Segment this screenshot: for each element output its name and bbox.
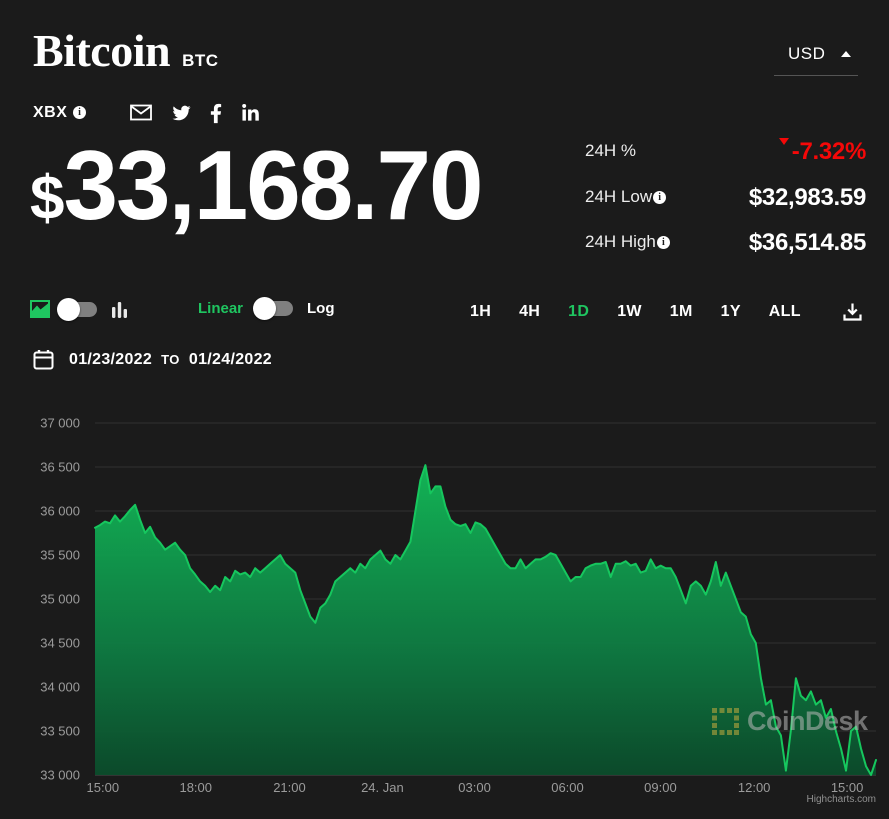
svg-text:12:00: 12:00	[738, 780, 771, 795]
index-label: XBX	[33, 104, 68, 121]
svg-text:15:00: 15:00	[87, 780, 120, 795]
svg-text:18:00: 18:00	[179, 780, 212, 795]
currency-value: USD	[788, 44, 826, 63]
svg-text:33 500: 33 500	[40, 724, 80, 739]
toggle-knob	[57, 297, 80, 321]
date-range-picker[interactable]: 01/23/2022 TO 01/24/2022	[33, 349, 272, 370]
range-button-1y[interactable]: 1Y	[720, 303, 741, 320]
time-range-group: 1H 4H 1D 1W 1M 1Y ALL	[470, 303, 801, 321]
range-button-4h[interactable]: 4H	[519, 303, 541, 320]
range-button-1h[interactable]: 1H	[470, 303, 492, 320]
scale-toggle[interactable]	[253, 297, 294, 320]
download-button[interactable]	[843, 302, 862, 326]
linkedin-share-button[interactable]	[241, 104, 260, 128]
high-value: $36,514.85	[748, 229, 866, 256]
svg-text:24. Jan: 24. Jan	[361, 780, 404, 795]
highcharts-credit[interactable]: Highcharts.com	[806, 794, 876, 805]
twitter-share-button[interactable]	[171, 104, 192, 127]
price-amount: 33,168.70	[63, 130, 483, 240]
stat-row-low: 24H Low i $32,983.59	[585, 184, 867, 211]
info-icon[interactable]: i	[653, 191, 667, 204]
page-header: Bitcoin BTC	[33, 24, 219, 77]
watermark-text: CoinDesk	[747, 706, 868, 736]
svg-text:03:00: 03:00	[458, 780, 491, 795]
range-button-all[interactable]: ALL	[768, 303, 801, 320]
date-to[interactable]: 01/24/2022	[188, 350, 272, 368]
currency-sign: $	[30, 164, 64, 233]
email-share-button[interactable]	[130, 104, 152, 126]
svg-text:35 000: 35 000	[40, 592, 80, 607]
page-title: Bitcoin	[33, 25, 171, 76]
area-chart[interactable]: 37 000 36 500 36 000 35 500 35 000 34 500 34 0…	[0, 400, 889, 819]
twitter-icon	[172, 105, 191, 121]
svg-text:15:00: 15:00	[831, 780, 864, 795]
asset-symbol: BTC	[182, 51, 219, 70]
stat-label: 24H High i	[585, 232, 670, 252]
info-icon[interactable]: i	[656, 236, 670, 249]
price-chart[interactable]: 37 000 36 500 36 000 35 500 35 000 34 500 34 0…	[0, 400, 889, 819]
facebook-share-button[interactable]	[210, 103, 222, 129]
calendar-icon	[33, 349, 54, 370]
linkedin-icon	[242, 104, 259, 121]
svg-text:35 500: 35 500	[40, 548, 80, 563]
coindesk-logo-icon	[712, 708, 739, 735]
download-icon	[843, 303, 862, 321]
range-button-1w[interactable]: 1W	[617, 303, 642, 320]
currency-select[interactable]: USD	[774, 44, 858, 76]
svg-text:33 000: 33 000	[40, 768, 80, 783]
stat-row-high: 24H High i $36,514.85	[585, 229, 867, 256]
low-value: $32,983.59	[748, 184, 866, 211]
svg-text:36 500: 36 500	[40, 460, 80, 475]
chart-type-controls	[30, 297, 128, 321]
scale-controls: Linear Log	[198, 297, 335, 320]
stat-label: 24H %	[585, 141, 637, 160]
envelope-icon	[130, 104, 152, 121]
svg-text:21:00: 21:00	[273, 780, 306, 795]
date-join-label: TO	[161, 352, 180, 367]
caret-up-icon	[841, 51, 852, 57]
coindesk-watermark: CoinDesk	[712, 706, 868, 737]
svg-text:09:00: 09:00	[644, 780, 677, 795]
toggle-knob	[253, 297, 277, 320]
facebook-icon	[210, 103, 222, 124]
svg-text:36 000: 36 000	[40, 504, 80, 519]
triangle-down-icon	[778, 138, 789, 145]
range-button-1m[interactable]: 1M	[669, 303, 693, 320]
area-chart-icon[interactable]	[30, 300, 50, 318]
svg-text:34 500: 34 500	[40, 636, 80, 651]
stat-label: 24H Low i	[585, 187, 667, 207]
change-value: -7.32%	[778, 138, 866, 166]
svg-text:06:00: 06:00	[551, 780, 584, 795]
svg-text:34 000: 34 000	[40, 680, 80, 695]
chart-type-toggle[interactable]	[57, 297, 97, 321]
range-button-1d[interactable]: 1D	[568, 303, 590, 320]
date-from[interactable]: 01/23/2022	[69, 350, 153, 368]
svg-text:37 000: 37 000	[40, 416, 80, 431]
linear-scale-label[interactable]: Linear	[198, 300, 244, 317]
stat-row-change: 24H % -7.32%	[585, 138, 867, 166]
log-scale-label[interactable]: Log	[307, 300, 335, 317]
bar-chart-icon[interactable]	[111, 301, 128, 318]
current-price: $33,168.70	[30, 136, 483, 234]
info-icon[interactable]: i	[73, 106, 86, 119]
